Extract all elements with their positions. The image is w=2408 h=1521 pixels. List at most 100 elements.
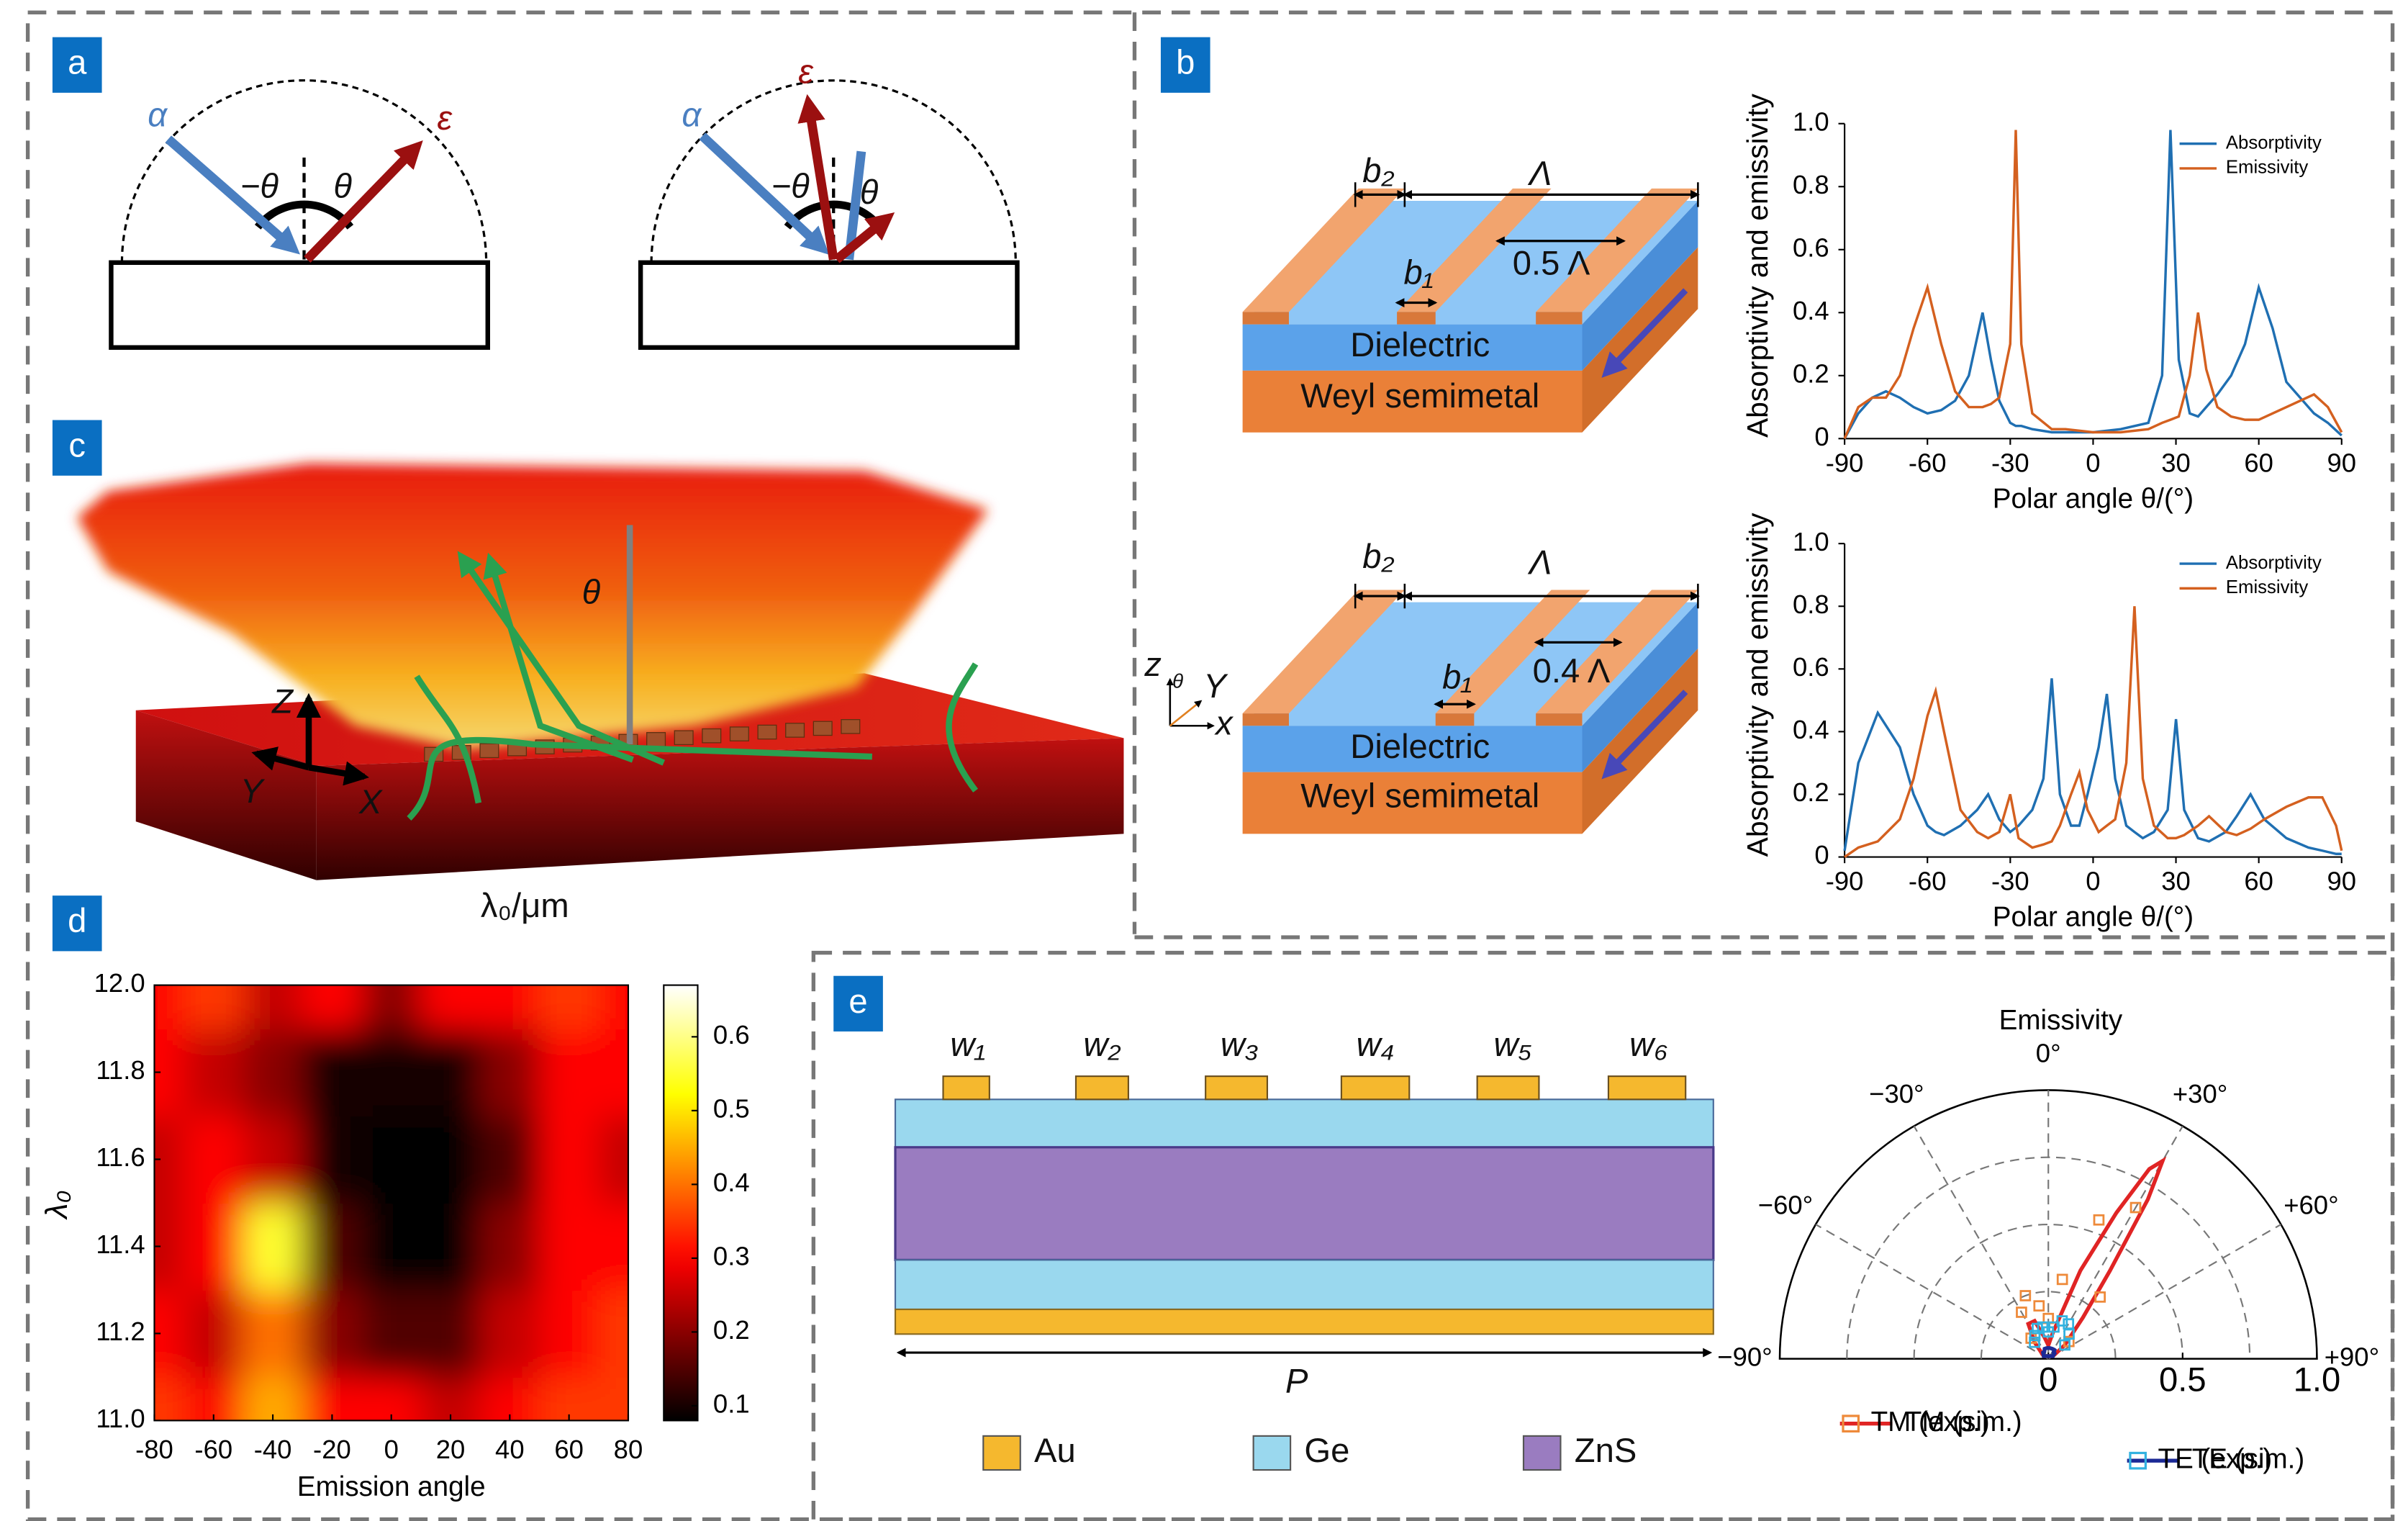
strip-top xyxy=(1435,590,1590,714)
legend-label: Absorptivity xyxy=(2226,132,2322,153)
x-tick-label: 80 xyxy=(614,1435,643,1464)
heatmap-cell xyxy=(539,1289,599,1378)
axis xyxy=(1169,700,1203,727)
polar-marker xyxy=(2063,1318,2075,1330)
colorbar-tick-label: 0.5 xyxy=(713,1093,750,1123)
heatmap-cell xyxy=(184,1116,245,1204)
heatmap-cell xyxy=(302,1116,363,1204)
heatmap-cell xyxy=(480,1029,540,1117)
x-tick-label: 20 xyxy=(436,1435,466,1464)
heatmap-cell xyxy=(539,1029,599,1117)
grating-schematic xyxy=(1242,583,1700,834)
polar-marker xyxy=(2094,1291,2106,1303)
strip-front xyxy=(1242,713,1289,726)
x-axis-label: Emission angle xyxy=(297,1471,486,1502)
heatmap-cell xyxy=(154,1376,185,1421)
side-arrow xyxy=(1601,690,1688,780)
label: α xyxy=(682,96,702,134)
theta-tick-label: +60° xyxy=(2283,1190,2338,1219)
layer-au xyxy=(894,1308,1714,1335)
label-box xyxy=(1160,37,1210,93)
heatmap xyxy=(154,985,628,1421)
y-tick-label: 0.2 xyxy=(1793,358,1829,388)
polar-marker xyxy=(2129,1201,2142,1214)
legend-label: TM (exp.) xyxy=(1871,1407,1990,1437)
panel-labels: a b c d e xyxy=(52,37,1210,1032)
grating-bar xyxy=(785,723,805,738)
label: b₂ xyxy=(1362,151,1394,189)
legend-swatch xyxy=(982,1435,1021,1471)
heatmap-cell xyxy=(361,1376,422,1421)
hemisphere xyxy=(650,79,1017,263)
heatmap-cell xyxy=(480,985,540,1030)
axis-letter: θ xyxy=(1172,670,1183,692)
polar-marker xyxy=(2033,1300,2045,1312)
dielectric-front xyxy=(1242,324,1583,371)
series-line xyxy=(1844,606,2343,858)
y-tick-label: 0.6 xyxy=(1793,652,1829,682)
legend-marker xyxy=(2129,1451,2147,1470)
colorbar-tick-label: 0.4 xyxy=(713,1168,750,1197)
colorbar-tick-label: 0.2 xyxy=(713,1315,750,1345)
strip-front xyxy=(1536,713,1583,726)
incident-arrow xyxy=(165,135,301,255)
axis-letter: Y xyxy=(1203,667,1228,705)
field-cloud xyxy=(77,463,988,749)
width-label: w₁ xyxy=(950,1025,985,1063)
heatmap-cell xyxy=(361,1289,422,1378)
x-axis-label: Polar angle θ/(°) xyxy=(1993,483,2194,514)
y-tick-label: 0.8 xyxy=(1793,170,1829,199)
label: 0.5 Λ xyxy=(1513,244,1590,282)
heatmap-cell xyxy=(302,1029,363,1117)
hemisphere xyxy=(120,79,488,263)
label: Weyl semimetal xyxy=(1300,376,1539,415)
substrate xyxy=(109,260,490,350)
angle-arc xyxy=(254,200,354,230)
x-tick-label: -60 xyxy=(194,1435,232,1464)
series-line xyxy=(1843,130,2343,440)
au-strip xyxy=(942,1075,990,1101)
grid-spoke xyxy=(1913,1125,2050,1360)
legend-label: Au xyxy=(1034,1431,1076,1469)
series-line xyxy=(1843,130,2343,439)
polar-frame xyxy=(1778,1089,2318,1360)
au-strip xyxy=(1340,1075,1411,1101)
x-tick-label: -30 xyxy=(1991,867,2029,896)
content: -90 -60 -30 0 30 60 90 0 0.2 0.4 0.6 0.8 1.0 Polar an… xyxy=(25,10,2395,1521)
strip-front xyxy=(1242,312,1289,325)
axis-letter: x xyxy=(1214,704,1234,742)
y-tick-label: 11.2 xyxy=(96,1317,145,1346)
x-tick-label: 60 xyxy=(2244,867,2273,896)
heatmap-cell xyxy=(361,1203,422,1291)
metal-front xyxy=(1242,370,1583,433)
theta-tick-label: −60° xyxy=(1758,1190,1813,1219)
axis-letter: Z xyxy=(271,682,294,721)
heatmap-cell xyxy=(302,985,363,1030)
x-tick-label: -20 xyxy=(313,1435,351,1464)
grid-circle xyxy=(1980,1291,2117,1359)
theta-tick-label: +90° xyxy=(2325,1342,2379,1371)
dielectric-front xyxy=(1242,726,1583,772)
heatmap-cell xyxy=(184,1029,245,1117)
y-axis-label: Absorptivity and emissivity xyxy=(1741,94,1774,438)
grating-schematic xyxy=(1242,182,1700,433)
heatmap-cell xyxy=(539,1376,599,1421)
au-strip xyxy=(1607,1075,1687,1101)
emitted-arrow xyxy=(304,140,423,263)
strip-top xyxy=(1242,188,1405,312)
legend-label: TE (exp.) xyxy=(2158,1443,2273,1474)
axis-letter: Y xyxy=(240,772,266,810)
width-label: w₂ xyxy=(1083,1025,1121,1063)
au-strip xyxy=(1205,1075,1269,1101)
width-label: w₅ xyxy=(1493,1025,1531,1063)
x-tick-label: -30 xyxy=(1991,448,2029,477)
axis xyxy=(251,746,310,771)
colorbar xyxy=(663,984,699,1422)
dielectric-side xyxy=(1582,602,1698,772)
strip-front xyxy=(1435,713,1475,726)
panel-label: b xyxy=(1176,43,1195,81)
side-arrow xyxy=(1601,288,1688,378)
grid-circle xyxy=(1913,1223,2183,1359)
x-tick-label: -80 xyxy=(135,1435,173,1464)
